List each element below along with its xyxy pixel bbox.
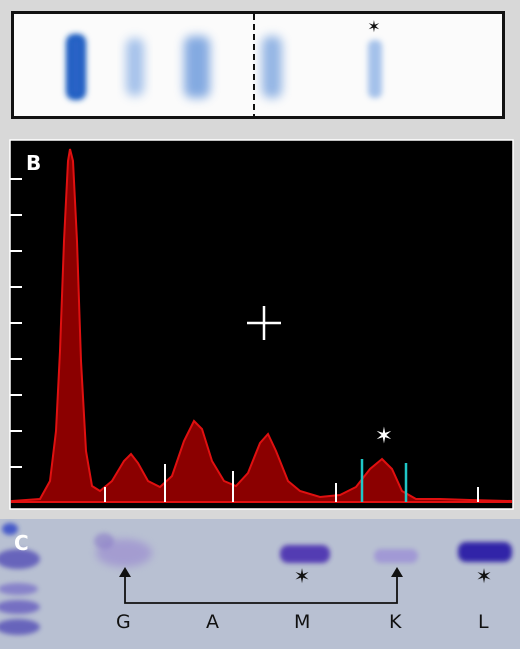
g-k-bracket-arrow-icon [124, 574, 398, 604]
densitogram-curve [11, 148, 512, 503]
strip-bands: ✶ [66, 14, 382, 116]
panel-c-label: C [14, 531, 29, 555]
band-lane-l [458, 542, 512, 562]
band-m-spike [368, 40, 382, 98]
band-lane-m [280, 545, 330, 563]
lane-label-g: G [116, 611, 131, 633]
band-alpha1 [126, 38, 144, 96]
band-lane-k [374, 549, 418, 563]
arrowhead-g-icon [119, 567, 131, 577]
panel-b-label: B [26, 151, 42, 175]
panel-c: ✶ ✶ C G A M K L [0, 519, 520, 649]
band-alpha2 [184, 36, 210, 98]
crosshair-cursor-icon[interactable] [247, 306, 281, 340]
reference-lane [0, 523, 40, 635]
lane-label-m: M [294, 611, 311, 633]
densitogram: ✶ [9, 139, 514, 510]
densitogram-asterisk-icon: ✶ [375, 424, 393, 449]
lane-label-k: K [389, 611, 402, 633]
peak-integration-marks [360, 459, 408, 502]
y-axis-ticks [10, 178, 22, 468]
fraction-dividers [104, 464, 479, 502]
lane-m-asterisk-icon: ✶ [294, 564, 311, 588]
strip-asterisk-icon: ✶ [367, 17, 380, 36]
electrophoresis-strip: ✶ [11, 11, 505, 119]
lane-label-l: L [478, 611, 489, 633]
band-beta [262, 36, 282, 98]
panel-b: ✶ B [0, 131, 520, 519]
panel-a: A [0, 0, 520, 131]
lane-label-a: A [206, 611, 219, 633]
lane-l-asterisk-icon: ✶ [476, 564, 493, 588]
immunofixation-gel: ✶ ✶ [0, 519, 520, 649]
arrowhead-k-icon [391, 567, 403, 577]
